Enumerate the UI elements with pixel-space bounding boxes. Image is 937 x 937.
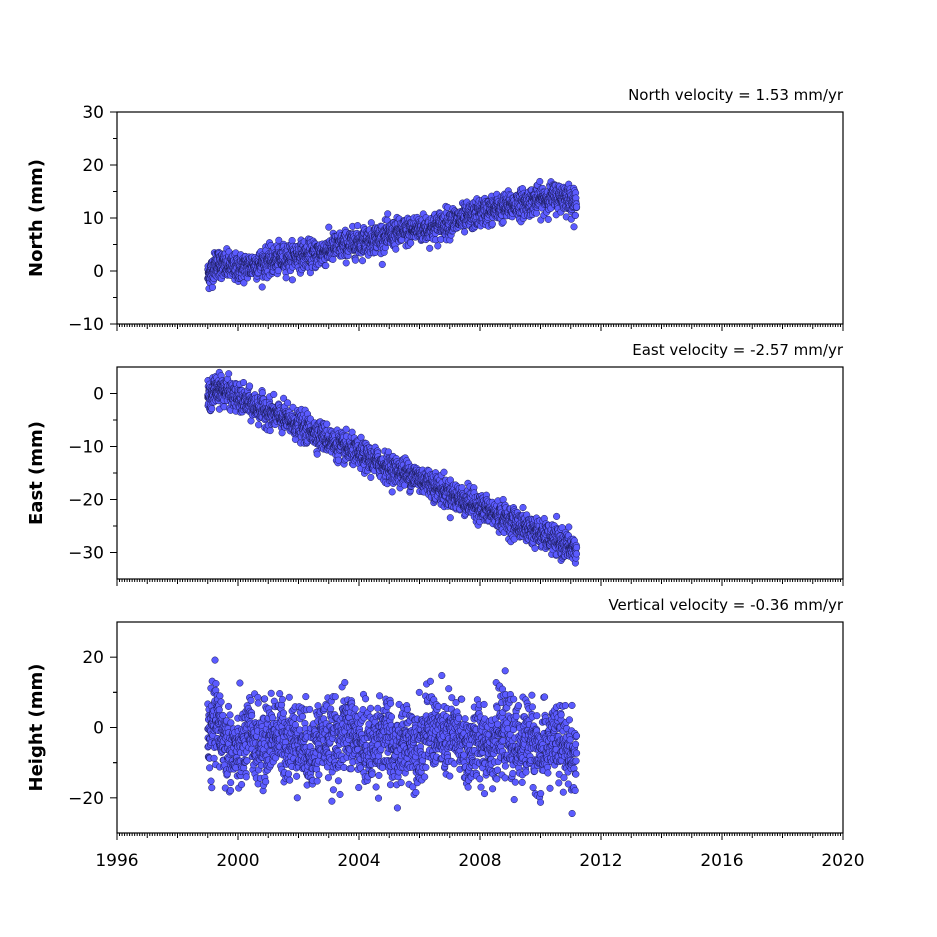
height-points — [204, 656, 581, 818]
east-x-ticks — [116, 579, 844, 586]
data-point — [573, 543, 581, 552]
data-point — [225, 370, 233, 378]
data-point — [246, 382, 254, 390]
data-point — [532, 209, 541, 217]
data-point — [208, 283, 217, 291]
data-point — [544, 215, 552, 223]
data-point — [266, 427, 274, 435]
data-point — [357, 433, 365, 441]
data-point — [270, 390, 278, 398]
data-point — [206, 764, 214, 772]
data-point — [284, 399, 292, 407]
north-x-ticks — [116, 324, 844, 331]
data-point — [208, 784, 216, 792]
east-y-ticks: −30 −20 −10 0 — [68, 385, 117, 564]
data-point — [573, 203, 581, 211]
data-point — [571, 211, 579, 219]
north-velocity-annotation: North velocity = 1.53 mm/yr — [628, 86, 844, 104]
data-point — [446, 514, 454, 522]
data-point — [434, 242, 442, 250]
y-tick-label: 20 — [82, 156, 104, 176]
data-point — [351, 256, 359, 264]
data-point — [288, 276, 296, 284]
data-point — [313, 450, 321, 458]
data-point — [247, 417, 255, 425]
data-point — [440, 468, 448, 476]
east-panel: −30 −20 −10 0 East (mm) East velocity = -2.57… — [26, 341, 844, 586]
y-tick-label: 10 — [82, 209, 104, 229]
data-point — [239, 378, 248, 387]
data-point — [565, 523, 573, 531]
data-point — [325, 223, 333, 231]
data-point — [342, 259, 350, 267]
data-point — [384, 210, 392, 218]
data-point — [322, 262, 330, 270]
data-point — [334, 456, 342, 464]
y-tick-label: −30 — [68, 544, 104, 564]
data-point — [536, 177, 544, 186]
data-point — [553, 512, 561, 520]
y-tick-label: 0 — [93, 385, 104, 405]
data-point — [323, 420, 331, 428]
data-point — [407, 239, 415, 247]
data-point — [274, 267, 282, 275]
data-point — [426, 244, 434, 252]
data-point — [499, 218, 507, 226]
data-point — [258, 283, 266, 291]
data-point — [519, 503, 527, 512]
y-tick-label: −10 — [68, 438, 104, 458]
data-point — [342, 425, 350, 433]
y-tick-label: −10 — [68, 315, 104, 335]
north-y-ticks: −10 0 10 20 30 — [68, 103, 117, 335]
data-point — [288, 236, 296, 245]
data-point — [354, 222, 362, 230]
data-point — [255, 421, 263, 429]
east-y-axis-label: East (mm) — [26, 421, 47, 525]
data-point — [572, 550, 581, 558]
data-point — [207, 777, 215, 785]
data-point — [367, 219, 375, 227]
y-tick-label: −20 — [68, 491, 104, 511]
data-point — [572, 194, 580, 202]
data-point — [275, 236, 283, 244]
data-point — [208, 405, 216, 413]
data-point — [388, 488, 396, 496]
data-point — [461, 228, 469, 236]
data-point — [488, 220, 496, 228]
data-point — [392, 245, 400, 253]
y-tick-label: 0 — [93, 262, 104, 282]
east-points — [204, 368, 581, 567]
data-point — [282, 274, 290, 282]
data-point — [367, 473, 375, 481]
north-y-axis-label: North (mm) — [26, 159, 47, 277]
data-point — [570, 223, 578, 231]
data-point — [358, 257, 367, 265]
height-panel: 1996 2000 2004 2008 2012 2016 2020−20020Height… — [26, 596, 865, 871]
north-panel: −10 0 10 20 30 North (mm) North velocity = 1.5… — [26, 86, 844, 335]
y-tick-label: 30 — [82, 103, 104, 123]
east-velocity-annotation: East velocity = -2.57 mm/yr — [632, 341, 844, 359]
north-points — [204, 177, 581, 293]
data-point — [378, 260, 386, 268]
data-point — [531, 544, 539, 552]
